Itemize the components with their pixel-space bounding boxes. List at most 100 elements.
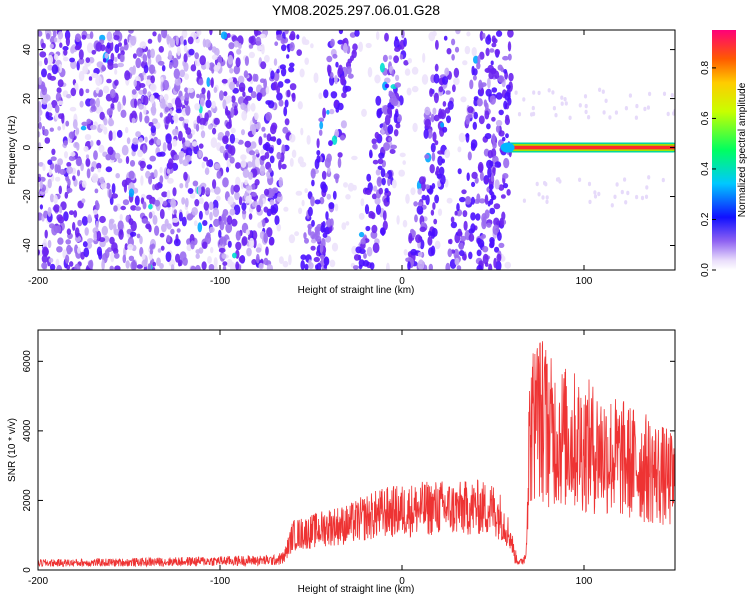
- spectral-point: [263, 133, 267, 138]
- spectral-point: [386, 195, 390, 203]
- spectral-point: [326, 218, 332, 228]
- spectral-point: [227, 144, 233, 154]
- spectral-point: [84, 227, 89, 236]
- spectral-point: [434, 194, 439, 204]
- spectral-point: [493, 203, 501, 210]
- spectral-point: [187, 188, 194, 194]
- spectral-point: [127, 243, 134, 251]
- spectral-point: [83, 146, 89, 152]
- spectral-point: [64, 191, 69, 199]
- spectral-point: [417, 251, 423, 257]
- spectral-point: [371, 138, 377, 145]
- spectral-point: [490, 60, 494, 66]
- spectral-point: [120, 109, 127, 119]
- spectral-point: [125, 156, 130, 164]
- spectral-point: [435, 39, 439, 50]
- spectral-point: [489, 198, 494, 205]
- spectral-point: [160, 245, 165, 251]
- spectral-point: [233, 105, 238, 116]
- spectral-point: [235, 261, 240, 270]
- spectral-point: [229, 133, 236, 144]
- spectral-point: [179, 69, 186, 78]
- spectral-point: [148, 203, 153, 210]
- spectral-point: [114, 252, 120, 259]
- spectral-point: [206, 232, 211, 239]
- spectral-point: [413, 201, 418, 207]
- spectral-point: [251, 158, 256, 169]
- spectral-point: [69, 247, 73, 252]
- spectral-point: [59, 168, 66, 175]
- spectral-point: [233, 204, 241, 216]
- spectral-point: [199, 117, 206, 126]
- spectral-point: [485, 47, 490, 57]
- spectral-point: [494, 161, 502, 168]
- spectral-point: [433, 218, 438, 225]
- spectral-point: [476, 62, 481, 70]
- spectral-point: [197, 185, 202, 196]
- spectral-point: [173, 209, 177, 215]
- spectral-point: [210, 246, 214, 254]
- spectral-point: [112, 130, 117, 141]
- spectral-point: [135, 131, 142, 138]
- spectral-point: [58, 113, 65, 119]
- spectrogram-xtick-label: 0: [399, 276, 405, 287]
- spectral-point: [462, 210, 468, 218]
- spectrogram-strong-line: [500, 142, 675, 153]
- snr-ytick-label: 4000: [22, 419, 33, 442]
- spectral-point: [212, 199, 219, 211]
- spectral-point: [327, 166, 331, 174]
- spectral-point: [152, 266, 156, 270]
- spectral-point: [359, 248, 366, 254]
- spectral-point: [121, 144, 129, 156]
- spectral-point: [222, 99, 227, 110]
- spectral-point: [390, 144, 398, 150]
- spectral-point: [58, 185, 62, 195]
- spectral-point: [470, 223, 476, 233]
- spectral-point: [200, 186, 206, 196]
- snr-ytick-label: 2000: [22, 489, 33, 512]
- spectral-point: [196, 115, 201, 124]
- spectral-point: [260, 61, 267, 70]
- spectral-point: [456, 203, 460, 212]
- spectral-point: [444, 149, 451, 159]
- spectral-point: [150, 75, 155, 84]
- spectral-point: [502, 173, 509, 179]
- spectral-point: [98, 89, 104, 97]
- spectral-point: [202, 156, 209, 162]
- spectral-point: [132, 65, 136, 75]
- spectral-point: [471, 181, 476, 188]
- spectral-point: [196, 30, 201, 38]
- spectral-point: [238, 256, 245, 263]
- spectral-point: [406, 87, 412, 96]
- spectral-point: [448, 239, 452, 244]
- spectral-point: [457, 168, 462, 175]
- spectral-point: [615, 182, 619, 187]
- spectral-point: [337, 157, 342, 169]
- spectral-point: [301, 199, 305, 207]
- spectral-point: [221, 78, 228, 84]
- spectral-point: [114, 152, 121, 160]
- spectral-point: [468, 251, 473, 260]
- spectral-point: [216, 62, 221, 70]
- spectral-point: [114, 44, 120, 54]
- spectral-point: [307, 206, 313, 217]
- spectral-point: [319, 121, 324, 130]
- spectral-point: [252, 73, 257, 82]
- spectral-point: [259, 33, 266, 39]
- spectral-point: [248, 213, 253, 220]
- spectral-point: [159, 175, 164, 184]
- spectral-point: [56, 87, 62, 94]
- spectral-point: [463, 220, 468, 231]
- spectral-point: [500, 194, 506, 199]
- spectral-point: [141, 218, 149, 224]
- spectral-point: [51, 64, 59, 75]
- spectral-point: [51, 148, 56, 155]
- spectral-point: [159, 166, 163, 174]
- spectral-point: [42, 163, 46, 171]
- spectral-point: [122, 254, 127, 264]
- spectral-point: [245, 229, 250, 236]
- spectral-point: [256, 46, 263, 51]
- spectral-point: [322, 221, 326, 228]
- spectral-point: [174, 77, 182, 86]
